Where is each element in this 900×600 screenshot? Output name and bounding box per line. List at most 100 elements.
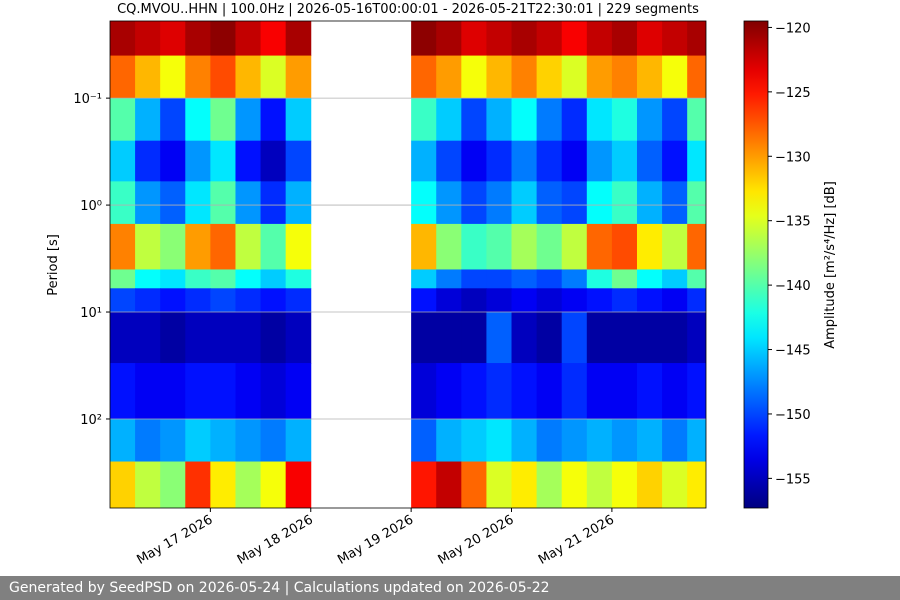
heatmap-cell xyxy=(135,461,161,508)
heatmap-cell xyxy=(611,181,638,225)
y-tick-label: 10² xyxy=(80,413,102,428)
x-tick-label: May 18 2026 xyxy=(235,512,316,567)
heatmap-cell xyxy=(210,140,236,182)
heatmap-cell xyxy=(511,140,538,182)
heatmap-cell xyxy=(260,461,287,508)
heatmap-cell xyxy=(135,363,161,420)
y-axis-label: Period [s] xyxy=(46,234,61,296)
heatmap-cell xyxy=(185,98,211,142)
heatmap-cell xyxy=(135,269,161,289)
heatmap-cell xyxy=(486,181,513,225)
heatmap-cell xyxy=(687,98,706,142)
heatmap-cell xyxy=(636,98,663,142)
heatmap-cell xyxy=(511,461,538,508)
heatmap-cell xyxy=(411,223,437,270)
heatmap-cell xyxy=(285,140,312,182)
heatmap-cell xyxy=(486,363,513,420)
heatmap-cell xyxy=(260,269,287,289)
heatmap-cell xyxy=(511,363,538,420)
heatmap-cell xyxy=(185,312,211,364)
heatmap-cell xyxy=(586,98,613,142)
heatmap-cell xyxy=(135,223,161,270)
heatmap-cell xyxy=(436,418,462,463)
heatmap-cell xyxy=(110,55,136,99)
y-tick-label: 10¹ xyxy=(80,306,102,321)
heatmap-cell xyxy=(662,269,688,289)
heatmap-cell xyxy=(260,312,287,364)
heatmap-cell xyxy=(586,418,613,463)
heatmap-cell xyxy=(662,363,688,420)
heatmap-cell xyxy=(636,312,663,364)
heatmap-cell xyxy=(687,223,706,270)
heatmap-cell xyxy=(536,223,563,270)
heatmap-cell xyxy=(486,21,513,57)
heatmap-cell xyxy=(235,98,262,142)
heatmap-cell xyxy=(285,98,312,142)
colorbar-tick-label: −155 xyxy=(775,472,811,487)
heatmap-cell xyxy=(586,55,613,99)
heatmap-cell xyxy=(160,181,186,225)
heatmap-cell xyxy=(135,288,161,313)
heatmap-cell xyxy=(185,363,211,420)
heatmap-cell xyxy=(687,288,706,313)
heatmap-cell xyxy=(561,461,588,508)
heatmap-cell xyxy=(561,55,588,99)
heatmap-cell xyxy=(185,223,211,270)
x-tick-label: May 19 2026 xyxy=(335,512,416,567)
heatmap-cell xyxy=(235,312,262,364)
heatmap-cell xyxy=(461,223,487,270)
heatmap-cell xyxy=(636,461,663,508)
heatmap-cell xyxy=(285,21,312,57)
heatmap-cell xyxy=(586,363,613,420)
heatmap-cell xyxy=(411,98,437,142)
heatmap-cell xyxy=(160,288,186,313)
heatmap-cell xyxy=(486,269,513,289)
heatmap-cell xyxy=(511,223,538,270)
heatmap-cell xyxy=(461,55,487,99)
colorbar-tick-label: −145 xyxy=(775,344,811,359)
heatmap-cell xyxy=(285,418,312,463)
heatmap-cell xyxy=(210,181,236,225)
heatmap-cell xyxy=(135,181,161,225)
heatmap-cell xyxy=(135,312,161,364)
heatmap-cell xyxy=(586,223,613,270)
heatmap-cell xyxy=(285,288,312,313)
heatmap-cell xyxy=(185,418,211,463)
heatmap-cell xyxy=(511,181,538,225)
heatmap-cell xyxy=(536,55,563,99)
heatmap-cell xyxy=(611,140,638,182)
x-tick-label: May 20 2026 xyxy=(436,512,517,567)
heatmap-cell xyxy=(260,21,287,57)
heatmap-cell xyxy=(235,363,262,420)
heatmap-cell xyxy=(185,288,211,313)
heatmap-cell xyxy=(210,269,236,289)
heatmap-cell xyxy=(285,461,312,508)
heatmap-cell xyxy=(511,98,538,142)
heatmap-cell xyxy=(411,55,437,99)
colorbar-tick-label: −150 xyxy=(775,408,811,423)
heatmap-cell xyxy=(586,288,613,313)
heatmap-cell xyxy=(411,140,437,182)
heatmap-cell xyxy=(586,140,613,182)
heatmap-cell xyxy=(235,181,262,225)
heatmap-cell xyxy=(511,55,538,99)
heatmap-cell xyxy=(110,312,136,364)
heatmap-cell xyxy=(185,269,211,289)
heatmap-cell xyxy=(436,223,462,270)
heatmap-cell xyxy=(260,55,287,99)
heatmap-cell xyxy=(436,312,462,364)
heatmap-cell xyxy=(411,363,437,420)
heatmap-cell xyxy=(135,140,161,182)
heatmap-cell xyxy=(210,461,236,508)
colorbar-tick-label: −130 xyxy=(775,150,811,165)
heatmap-cell xyxy=(411,21,437,57)
heatmap-cell xyxy=(611,21,638,57)
heatmap-cell xyxy=(110,288,136,313)
heatmap-cell xyxy=(185,140,211,182)
colorbar-tick-label: −140 xyxy=(775,279,811,294)
heatmap-cell xyxy=(636,223,663,270)
y-tick-label: 10⁻¹ xyxy=(73,92,102,107)
heatmap-cell xyxy=(511,21,538,57)
heatmap-cell xyxy=(461,461,487,508)
